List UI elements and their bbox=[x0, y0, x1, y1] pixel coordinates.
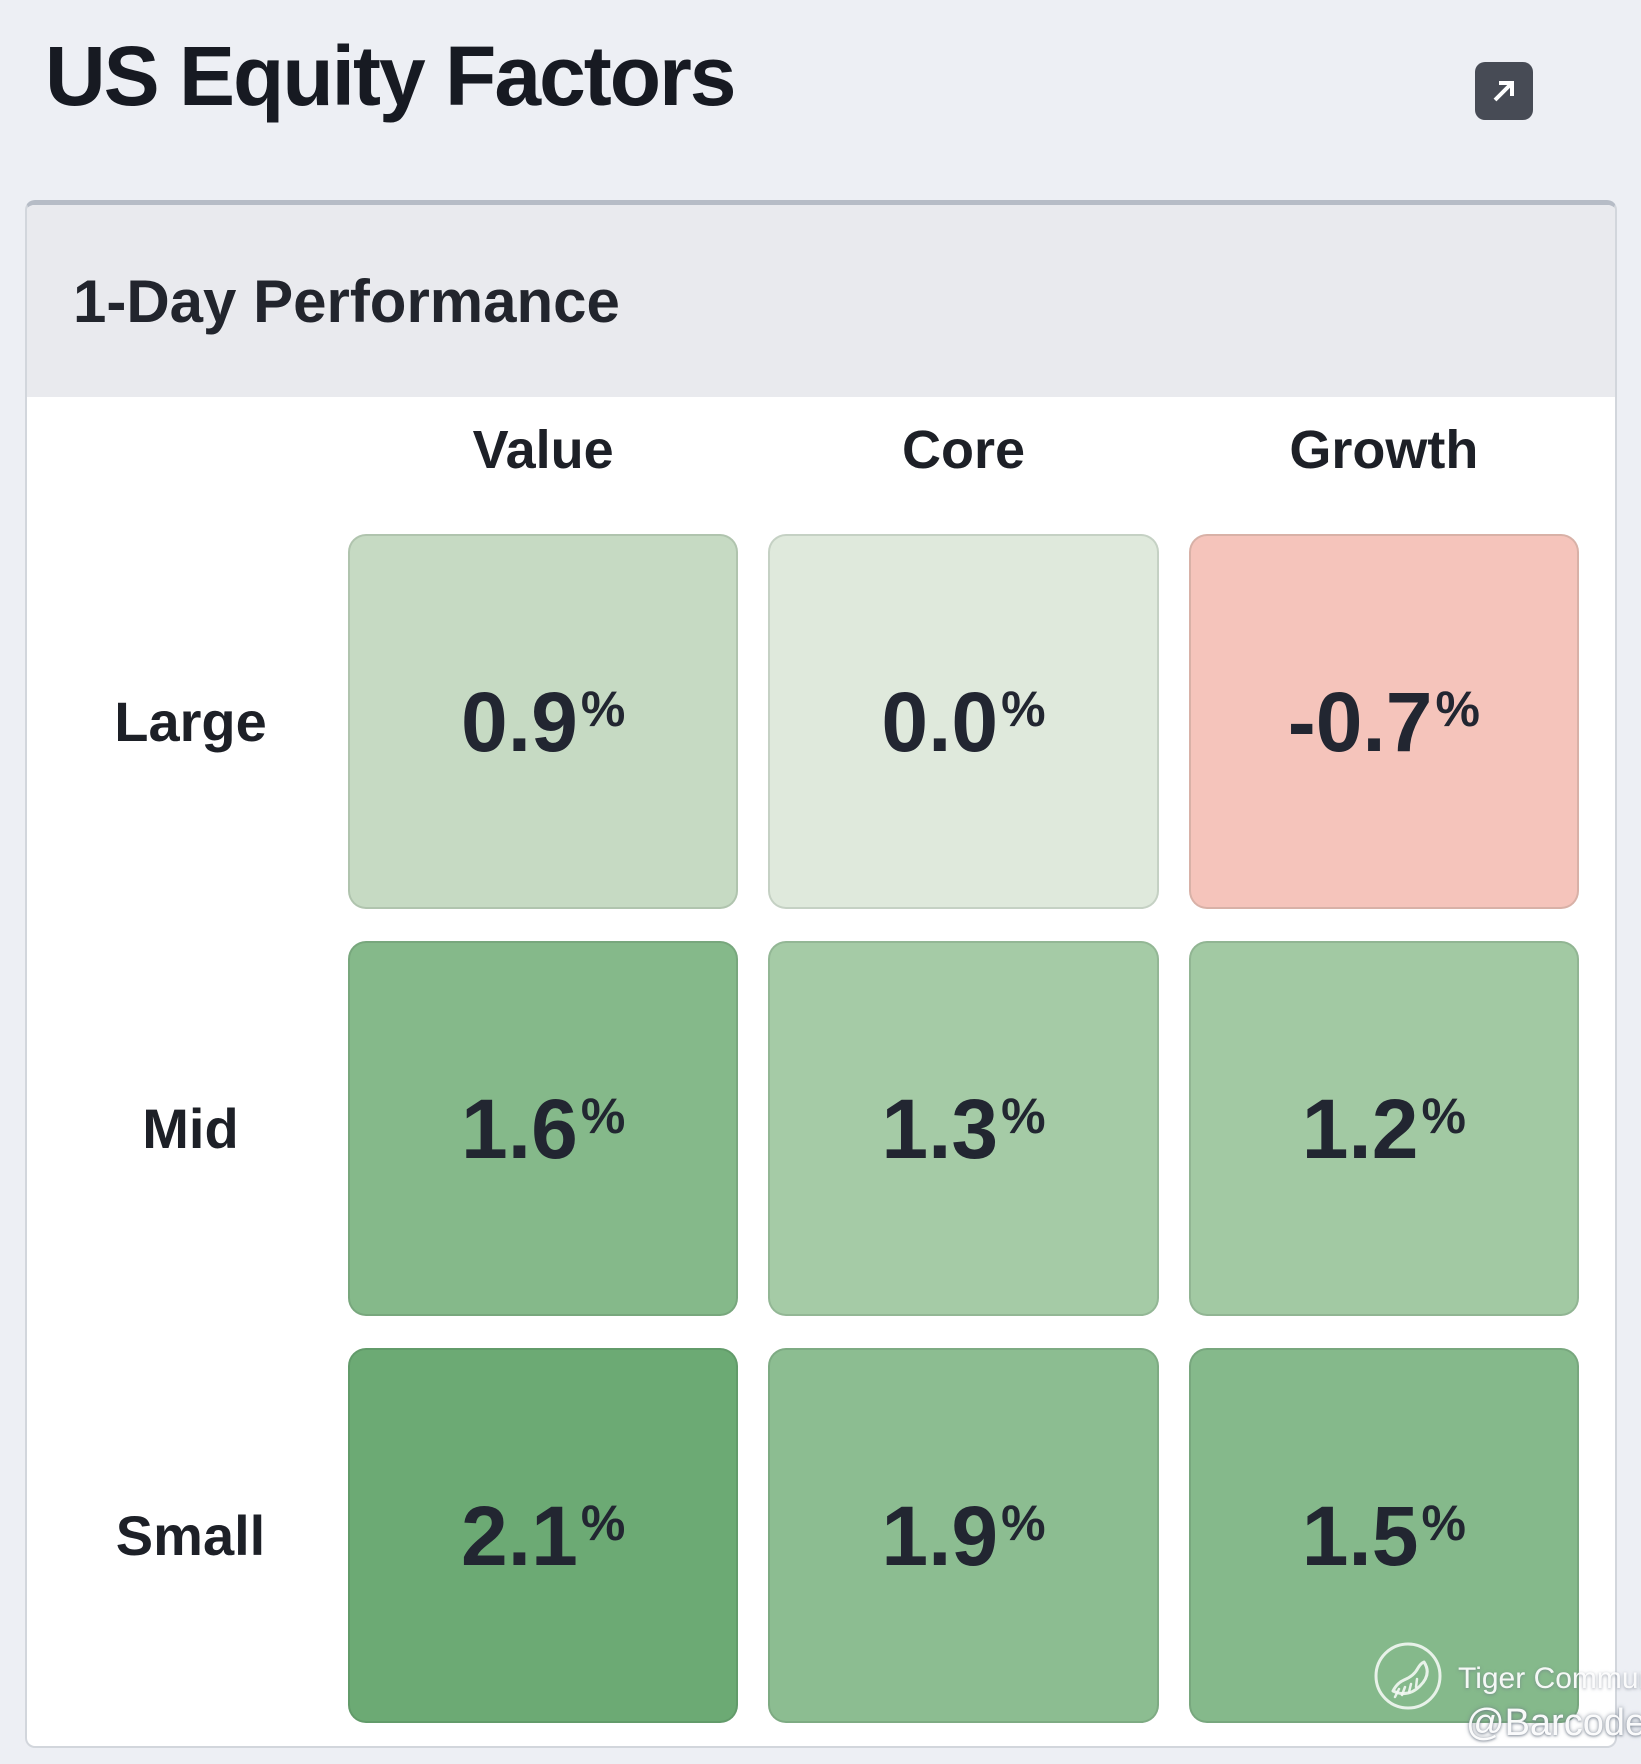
cell-value: 1.3 bbox=[881, 1081, 999, 1176]
cell-small-growth: 1.5% bbox=[1188, 1348, 1579, 1723]
expand-button[interactable] bbox=[1475, 62, 1533, 120]
column-header-growth: Growth bbox=[1289, 419, 1479, 480]
cell-value: 1.9 bbox=[881, 1488, 999, 1583]
cell-unit: % bbox=[1001, 1087, 1046, 1144]
cell-large-value: 0.9% bbox=[348, 534, 739, 909]
performance-card: 1-Day Performance Value Core Growth Larg… bbox=[25, 200, 1617, 1748]
cell-unit: % bbox=[1435, 680, 1480, 737]
card-title: 1-Day Performance bbox=[73, 267, 620, 335]
arrow-up-right-icon bbox=[1488, 75, 1520, 107]
cell-unit: % bbox=[580, 1087, 626, 1144]
heatmap-grid: Value Core Growth Large 0.9% 0.0% -0.7% … bbox=[63, 397, 1579, 1723]
cell-mid-value: 1.6% bbox=[348, 941, 739, 1316]
cell-mid-growth: 1.2% bbox=[1188, 941, 1579, 1316]
row-label-mid: Mid bbox=[142, 1097, 239, 1160]
cell-value: 0.9 bbox=[461, 674, 578, 769]
cell-unit: % bbox=[1421, 1087, 1466, 1144]
cell-large-growth: -0.7% bbox=[1188, 534, 1579, 909]
cell-value: 1.6 bbox=[461, 1081, 578, 1176]
card-body: Value Core Growth Large 0.9% 0.0% -0.7% … bbox=[27, 397, 1615, 1723]
cell-value: 1.5 bbox=[1301, 1488, 1419, 1583]
row-label-large: Large bbox=[114, 690, 267, 753]
page-title: US Equity Factors bbox=[45, 29, 736, 123]
cell-mid-core: 1.3% bbox=[768, 941, 1159, 1316]
cell-value: 0.0 bbox=[881, 674, 999, 769]
cell-small-value: 2.1% bbox=[348, 1348, 739, 1723]
card-header: 1-Day Performance bbox=[27, 205, 1615, 397]
cell-unit: % bbox=[1001, 680, 1046, 737]
cell-unit: % bbox=[1421, 1494, 1466, 1551]
cell-value: -0.7 bbox=[1287, 674, 1433, 769]
grid-corner-spacer bbox=[63, 397, 318, 502]
column-header-core: Core bbox=[901, 419, 1025, 480]
column-header-value: Value bbox=[472, 419, 614, 480]
cell-small-core: 1.9% bbox=[768, 1348, 1159, 1723]
cell-value: 1.2 bbox=[1301, 1081, 1419, 1176]
cell-unit: % bbox=[580, 1494, 626, 1551]
cell-large-core: 0.0% bbox=[768, 534, 1159, 909]
cell-unit: % bbox=[1001, 1494, 1046, 1551]
cell-value: 2.1 bbox=[461, 1488, 578, 1583]
row-label-small: Small bbox=[115, 1504, 266, 1567]
cell-unit: % bbox=[580, 680, 626, 737]
